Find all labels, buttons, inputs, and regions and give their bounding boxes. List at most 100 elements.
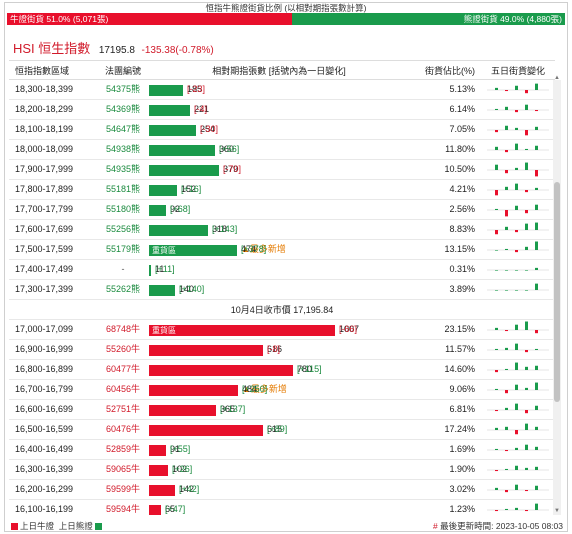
contracts-bar xyxy=(149,105,190,116)
table-row[interactable]: 16,700-16,799 60456牛 ▲最多新增 484 [+250] 9.06% xyxy=(9,380,555,400)
table-row[interactable]: 17,500-17,599 55179熊 重貨區 ▲最多新增 474 [+378] 13… xyxy=(9,240,555,260)
table-row[interactable]: 16,200-16,299 59599牛 142 [+42] 3.02% xyxy=(9,480,555,500)
table-row[interactable]: 16,400-16,499 52859牛 91 [+55] 1.69% xyxy=(9,440,555,460)
spark-bar xyxy=(505,90,508,92)
table-row[interactable]: 18,200-18,299 54369熊 221 [-4] 6.14% xyxy=(9,100,555,120)
row-pct: 23.15% xyxy=(444,324,475,334)
row-pct: 13.15% xyxy=(444,244,475,254)
five-day-change-chart xyxy=(487,283,549,291)
header-range: 恒指指數區域 xyxy=(15,66,70,76)
row-code-link[interactable]: 54938熊 xyxy=(105,144,141,154)
five-day-change-chart xyxy=(487,444,549,452)
contracts-bar xyxy=(149,485,175,496)
row-code-link[interactable]: 59599牛 xyxy=(105,484,141,494)
table-row[interactable]: 17,700-17,799 55180熊 92 [+68] 2.56% xyxy=(9,200,555,220)
table-row[interactable]: 17,600-17,699 55256熊 318 [+143] 8.83% xyxy=(9,220,555,240)
index-summary: HSI 恒生指數 17195.8 -135.38(-0.78%) xyxy=(13,38,214,57)
spark-bar xyxy=(515,384,518,390)
contracts-change: [+137] xyxy=(220,404,246,414)
spark-bar xyxy=(525,130,528,136)
most-added-tag: ▲最多新增 xyxy=(242,384,287,394)
spark-bar xyxy=(535,503,538,510)
row-code-link[interactable]: 55262熊 xyxy=(105,284,141,294)
row-pct: 0.31% xyxy=(449,264,475,274)
contracts-change: [+115] xyxy=(297,364,322,374)
row-code-link[interactable]: 60477牛 xyxy=(105,364,141,374)
spark-bar xyxy=(505,248,508,250)
table-row[interactable]: 16,900-16,999 55260牛 616 [-8] 11.57% xyxy=(9,340,555,360)
table-row[interactable]: 17,900-17,999 54935熊 379 [-70] 10.50% xyxy=(9,160,555,180)
spark-bar xyxy=(495,290,498,291)
table-row[interactable]: 16,100-16,199 59594牛 65 [+47] 1.23% xyxy=(9,500,555,515)
five-day-change-chart xyxy=(487,403,549,414)
row-code-link[interactable]: 54369熊 xyxy=(105,104,141,114)
row-code-link[interactable]: 59594牛 xyxy=(105,504,141,514)
row-code-link[interactable]: 55180熊 xyxy=(105,204,141,214)
spark-bar xyxy=(515,430,518,435)
row-code-link[interactable]: 59065牛 xyxy=(105,464,141,474)
spark-bar xyxy=(495,250,498,251)
table-row[interactable]: 18,000-18,099 54938熊 360 [+56] 11.80% xyxy=(9,140,555,160)
row-code-link[interactable]: 52751牛 xyxy=(105,404,141,414)
spark-bar xyxy=(525,321,528,330)
spark-bar xyxy=(525,490,528,492)
contracts-number: 11 xyxy=(155,264,165,274)
five-day-change-chart xyxy=(487,465,549,472)
vertical-scrollbar[interactable] xyxy=(553,80,561,515)
index-name[interactable]: HSI 恒生指數 xyxy=(13,41,91,56)
header-spark: 五日街貨變化 xyxy=(490,66,545,76)
spark-bar xyxy=(535,204,538,210)
row-code-link[interactable]: 54375熊 xyxy=(105,84,141,94)
table-row[interactable]: 16,500-16,599 60476牛 615 [+89] 17.24% xyxy=(9,420,555,440)
spark-bar xyxy=(505,508,508,510)
row-pct: 1.23% xyxy=(449,504,475,514)
spark-bar xyxy=(535,126,538,130)
table-row[interactable]: 18,300-18,399 54375熊 185 [-23] 5.13% xyxy=(9,80,555,100)
spark-bar xyxy=(535,145,538,150)
five-day-change-chart xyxy=(487,104,549,113)
contracts-bar xyxy=(149,385,238,396)
row-code-link[interactable]: 60476牛 xyxy=(105,424,141,434)
contracts-bar xyxy=(149,145,215,156)
cbbc-table[interactable]: 恒指指數區域 法團編號 相對期指張數 [括號內為一日變化] 街貨佔比(%) 五日… xyxy=(9,60,555,515)
contracts-number: 140 xyxy=(179,284,195,294)
bull-ratio-pct: 51.0% xyxy=(46,14,71,24)
row-code-link[interactable]: 68748牛 xyxy=(105,324,141,334)
row-code-link[interactable]: 55179熊 xyxy=(105,244,141,254)
row-code-link[interactable]: 55260牛 xyxy=(105,344,141,354)
row-code-link[interactable]: 60456牛 xyxy=(105,384,141,394)
row-code-link[interactable]: 54647熊 xyxy=(105,124,141,134)
hash-mark: # xyxy=(433,521,438,531)
table-row[interactable]: 17,300-17,399 55262熊 140 [+140] 3.89% xyxy=(9,280,555,300)
scroll-down-arrow-icon[interactable]: ▼ xyxy=(554,508,560,514)
table-row[interactable]: 17,800-17,899 55181熊 152 [+16] 4.21% xyxy=(9,180,555,200)
row-range: 17,500-17,599 xyxy=(15,244,74,254)
table-row[interactable]: 17,000-17,099 68748牛 重貨區 1007 [-66] 23.15% xyxy=(9,320,555,340)
row-code-link[interactable]: 52859牛 xyxy=(105,444,141,454)
table-row[interactable]: 16,300-16,399 59065牛 102 [+26] 1.90% xyxy=(9,460,555,480)
five-day-change-chart xyxy=(487,321,549,334)
scroll-up-arrow-icon[interactable]: ▲ xyxy=(554,75,560,81)
contracts-number: 616 xyxy=(267,344,283,354)
row-range: 18,000-18,099 xyxy=(15,144,74,154)
spark-bar xyxy=(525,210,528,214)
table-row[interactable]: 17,400-17,499 - 11 [+11] 0.31% xyxy=(9,260,555,280)
five-day-change-chart xyxy=(487,343,549,353)
spark-bar xyxy=(505,426,508,430)
footer: 上日牛證 上日熊證 # 最後更新時間: 2023-10-05 08:03 xyxy=(9,518,565,532)
contracts-change: [+26] xyxy=(172,464,193,474)
spark-bar xyxy=(515,85,518,90)
spark-bar xyxy=(535,222,538,230)
row-code-link[interactable]: 55181熊 xyxy=(105,184,141,194)
table-row[interactable]: 18,100-18,199 54647熊 254 [-30] 7.05% xyxy=(9,120,555,140)
spark-bar xyxy=(535,485,538,490)
main-panel: 恒指牛熊證街貨比例 (以相對期指張數計算) 牛證街貨 51.0% (5,071張… xyxy=(4,2,568,532)
row-code-link[interactable]: 54935熊 xyxy=(105,164,141,174)
spark-bar xyxy=(535,405,538,410)
scrollbar-thumb[interactable] xyxy=(554,182,560,402)
table-row[interactable]: 16,600-16,699 52751牛 365 [+137] 6.81% xyxy=(9,400,555,420)
table-row[interactable]: 16,800-16,899 60477牛 780 [+115] 14.60% xyxy=(9,360,555,380)
row-code-link[interactable]: 55256熊 xyxy=(105,224,141,234)
spark-bar xyxy=(505,150,508,153)
spark-bar xyxy=(525,246,528,250)
